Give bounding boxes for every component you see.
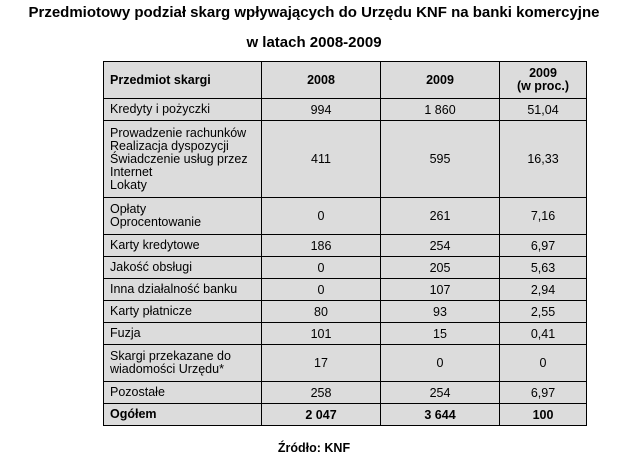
header-subject: Przedmiot skargi [103, 61, 262, 99]
table-row: Kredyty i pożyczki 994 1 860 51,04 [103, 98, 587, 121]
row-percent-2009: 0 [499, 344, 587, 382]
row-value-2009: 254 [380, 381, 500, 404]
row-subject-line: Oprocentowanie [110, 215, 202, 229]
row-value-2009: 15 [380, 322, 500, 345]
row-subject: Jakość obsługi [103, 256, 262, 279]
table-row: Fuzja 101 15 0,41 [103, 322, 587, 345]
table-row: Jakość obsługi 0 205 5,63 [103, 256, 587, 279]
table-row: Karty płatnicze 80 93 2,55 [103, 300, 587, 323]
table-row: Opłaty Oprocentowanie 0 261 7,16 [103, 197, 587, 235]
row-value-2008: 17 [261, 344, 381, 382]
row-subject-line: Inna działalność banku [110, 282, 238, 296]
source-note: Źródło: KNF [277, 441, 351, 455]
row-subject-line: Skargi przekazane do [110, 349, 231, 363]
row-value-2009: 254 [380, 234, 500, 257]
row-subject: Inna działalność banku [103, 278, 262, 301]
row-value-2009: 93 [380, 300, 500, 323]
row-percent-2009: 16,33 [499, 120, 587, 198]
table-row: Pozostałe 258 254 6,97 [103, 381, 587, 404]
table-title: Przedmiotowy podział skarg wpływających … [28, 4, 600, 21]
table-row: Inna działalność banku 0 107 2,94 [103, 278, 587, 301]
row-subject-line: Realizacja dyspozycji [110, 138, 229, 153]
row-subject-line: Opłaty [110, 202, 147, 216]
row-percent-2009: 2,94 [499, 278, 587, 301]
row-percent-2009: 51,04 [499, 98, 587, 121]
total-row: Ogółem 2 047 3 644 100 [103, 403, 587, 426]
row-value-2008: 186 [261, 234, 381, 257]
row-subject-line: Prowadzenie rachunków [110, 125, 247, 140]
row-value-2009: 205 [380, 256, 500, 279]
row-subject-line: Internet [110, 164, 153, 179]
table-subtitle: w latach 2008-2009 [246, 34, 382, 51]
row-value-2008: 101 [261, 322, 381, 345]
total-2008: 2 047 [261, 403, 381, 426]
row-value-2009: 595 [380, 120, 500, 198]
header-2009-year: 2009 [529, 66, 557, 80]
total-percent: 100 [499, 403, 587, 426]
row-subject-line: Kredyty i pożyczki [110, 102, 211, 116]
row-subject: Pozostałe [103, 381, 262, 404]
row-percent-2009: 0,41 [499, 322, 587, 345]
table-row: Skargi przekazane do wiadomości Urzędu* 17… [103, 344, 587, 382]
row-value-2008: 994 [261, 98, 381, 121]
row-subject: Skargi przekazane do wiadomości Urzędu* [103, 344, 262, 382]
row-value-2008: 0 [261, 278, 381, 301]
row-value-2009: 107 [380, 278, 500, 301]
row-value-2008: 80 [261, 300, 381, 323]
table-row: Prowadzenie rachunków Realizacja dyspozyc… [103, 120, 587, 198]
row-value-2009: 1 860 [380, 98, 500, 121]
row-value-2008: 258 [261, 381, 381, 404]
header-row: Przedmiot skargi 2008 2009 2009 (w proc.… [103, 61, 587, 99]
row-value-2008: 0 [261, 256, 381, 279]
row-subject-line: Lokaty [110, 177, 147, 192]
row-subject: Karty płatnicze [103, 300, 262, 323]
row-value-2008: 0 [261, 197, 381, 235]
row-subject-line: Świadczenie usług przez [110, 151, 248, 166]
row-subject-line: Pozostałe [110, 385, 165, 399]
header-2008: 2008 [261, 61, 381, 99]
row-percent-2009: 5,63 [499, 256, 587, 279]
row-subject-line: Karty płatnicze [110, 304, 192, 318]
row-percent-2009: 7,16 [499, 197, 587, 235]
row-percent-2009: 6,97 [499, 234, 587, 257]
complaints-table: Przedmiot skargi 2008 2009 2009 (w proc.… [103, 61, 587, 426]
total-label: Ogółem [103, 403, 262, 426]
total-2009: 3 644 [380, 403, 500, 426]
row-value-2009: 0 [380, 344, 500, 382]
row-subject: Karty kredytowe [103, 234, 262, 257]
header-percent-unit: (w proc.) [516, 79, 570, 93]
row-subject: Opłaty Oprocentowanie [103, 197, 262, 235]
row-subject-line: wiadomości Urzędu* [110, 362, 224, 376]
header-2009: 2009 [380, 61, 500, 99]
table-row: Karty kredytowe 186 254 6,97 [103, 234, 587, 257]
row-subject-line: Jakość obsługi [110, 260, 192, 274]
row-value-2008: 411 [261, 120, 381, 198]
row-percent-2009: 2,55 [499, 300, 587, 323]
row-subject-line: Fuzja [110, 326, 141, 340]
row-subject: Fuzja [103, 322, 262, 345]
row-subject-line: Karty kredytowe [110, 238, 200, 252]
row-value-2009: 261 [380, 197, 500, 235]
row-percent-2009: 6,97 [499, 381, 587, 404]
header-2009-percent: 2009 (w proc.) [499, 61, 587, 99]
row-subject: Kredyty i pożyczki [103, 98, 262, 121]
row-subject: Prowadzenie rachunków Realizacja dyspozyc… [103, 120, 262, 198]
